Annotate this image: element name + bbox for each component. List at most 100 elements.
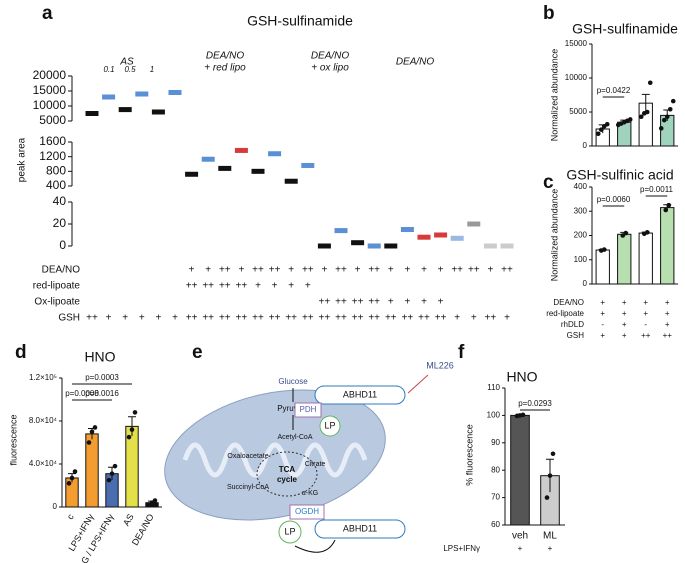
value-mark bbox=[400, 227, 414, 232]
p-value: p=0.0293 bbox=[518, 399, 552, 408]
condition-value: ++ bbox=[335, 313, 347, 324]
condition-value: + bbox=[172, 313, 178, 324]
condition-value: ++ bbox=[252, 313, 264, 324]
condition-value: ++ bbox=[435, 313, 447, 324]
data-point bbox=[72, 469, 78, 474]
node-label: TCA bbox=[279, 465, 296, 474]
chart-title: GSH-sulfinamide bbox=[247, 13, 353, 29]
condition-value: + bbox=[189, 265, 195, 276]
y-tick-label: 70 bbox=[491, 493, 500, 502]
condition-value: + bbox=[643, 309, 648, 318]
y-tick-label: 200 bbox=[574, 231, 588, 240]
condition-value: + bbox=[205, 265, 211, 276]
condition-value: + bbox=[665, 320, 670, 329]
condition-value: + bbox=[139, 313, 145, 324]
node-label: Citrate bbox=[305, 461, 326, 468]
group-label: AS bbox=[119, 57, 134, 68]
y-axis-label: fluorescence bbox=[8, 414, 18, 465]
panel-label: c bbox=[543, 172, 554, 193]
data-point bbox=[667, 106, 673, 112]
y-tick-label: 400 bbox=[574, 182, 588, 191]
y-tick-label: 0 bbox=[583, 141, 588, 150]
panel-label: d bbox=[15, 342, 27, 363]
condition-value: + bbox=[421, 297, 427, 308]
node-label: ABHD11 bbox=[343, 389, 377, 399]
x-tick-label: ML bbox=[543, 531, 557, 542]
value-mark bbox=[251, 168, 265, 174]
condition-value: ++ bbox=[236, 313, 248, 324]
condition-value: + bbox=[288, 265, 294, 276]
diagram-e: e Glucose Pyruvate ABHD11 ML226 PDH LP A… bbox=[164, 342, 454, 553]
bar bbox=[595, 249, 610, 285]
y-axis-label: % fluorescence bbox=[464, 424, 474, 486]
condition-value: ++ bbox=[335, 265, 347, 276]
condition-value: ++ bbox=[302, 265, 314, 276]
chart-title: HNO bbox=[84, 349, 115, 365]
data-point bbox=[663, 207, 669, 213]
error-bar bbox=[128, 416, 136, 437]
value-mark bbox=[317, 243, 331, 249]
x-tick-label: veh bbox=[512, 531, 528, 542]
condition-value: + bbox=[288, 281, 294, 292]
inhibition bbox=[407, 374, 429, 394]
condition-name: Ox-lipoate bbox=[34, 297, 80, 308]
node-label: Oxaloacetate bbox=[227, 453, 268, 460]
value-mark bbox=[334, 228, 348, 234]
p-value: p=0.0011 bbox=[640, 185, 674, 194]
group-label: DEA/NO bbox=[396, 57, 435, 68]
y-tick-label: 60 bbox=[491, 520, 500, 529]
group-label: DEA/NO bbox=[311, 51, 350, 62]
data-point bbox=[550, 451, 556, 457]
condition-value: + bbox=[421, 265, 427, 276]
y-tick-label: 1.2×10⁵ bbox=[29, 373, 57, 382]
condition-value: ++ bbox=[385, 313, 397, 324]
value-mark bbox=[85, 111, 99, 116]
panel-label: b bbox=[543, 3, 555, 24]
node-label: Glucose bbox=[278, 377, 308, 386]
group-label: + ox lipo bbox=[311, 63, 349, 74]
p-value: p=0.0008 bbox=[65, 389, 99, 398]
enzyme-box bbox=[289, 504, 325, 520]
bar bbox=[85, 433, 99, 508]
y-tick-label: 1600 bbox=[39, 134, 66, 148]
condition-name: red-lipoate bbox=[546, 309, 584, 318]
condition-value: + bbox=[404, 297, 410, 308]
y-axis-label: Normalized abundance bbox=[549, 189, 559, 282]
value-mark bbox=[268, 151, 282, 157]
data-point bbox=[520, 412, 526, 418]
condition-value: + bbox=[600, 309, 605, 318]
node-label: ABHD11 bbox=[343, 523, 377, 533]
error-bar bbox=[641, 93, 650, 112]
condition-value: ++ bbox=[319, 313, 331, 324]
condition-value: + bbox=[321, 265, 327, 276]
condition-value: ++ bbox=[352, 313, 364, 324]
data-point bbox=[66, 481, 72, 486]
group-label: DEA/NO bbox=[206, 51, 245, 62]
value-mark bbox=[467, 221, 481, 227]
node-label: LP bbox=[284, 526, 295, 536]
condition-value: + bbox=[355, 265, 361, 276]
condition-value: ++ bbox=[252, 265, 264, 276]
value-mark bbox=[168, 90, 182, 95]
panel-label: e bbox=[192, 342, 203, 363]
condition-value: + bbox=[305, 281, 311, 292]
data-point bbox=[132, 410, 138, 415]
y-tick-label: 20000 bbox=[33, 68, 67, 82]
y-tick-label: 8.0×10⁴ bbox=[29, 416, 58, 425]
data-point bbox=[92, 425, 98, 430]
condition-value: + bbox=[438, 265, 444, 276]
condition-value: ++ bbox=[368, 265, 380, 276]
condition-value: + bbox=[106, 313, 112, 324]
value-mark bbox=[450, 235, 464, 241]
data-point bbox=[666, 202, 672, 208]
data-point bbox=[658, 126, 664, 131]
data-point bbox=[89, 429, 95, 435]
data-point bbox=[106, 477, 112, 483]
data-point bbox=[544, 495, 550, 500]
data-point bbox=[644, 230, 650, 235]
node-label: cycle bbox=[277, 475, 298, 484]
arrow bbox=[294, 539, 336, 553]
data-point bbox=[126, 434, 132, 440]
value-mark bbox=[351, 240, 365, 246]
